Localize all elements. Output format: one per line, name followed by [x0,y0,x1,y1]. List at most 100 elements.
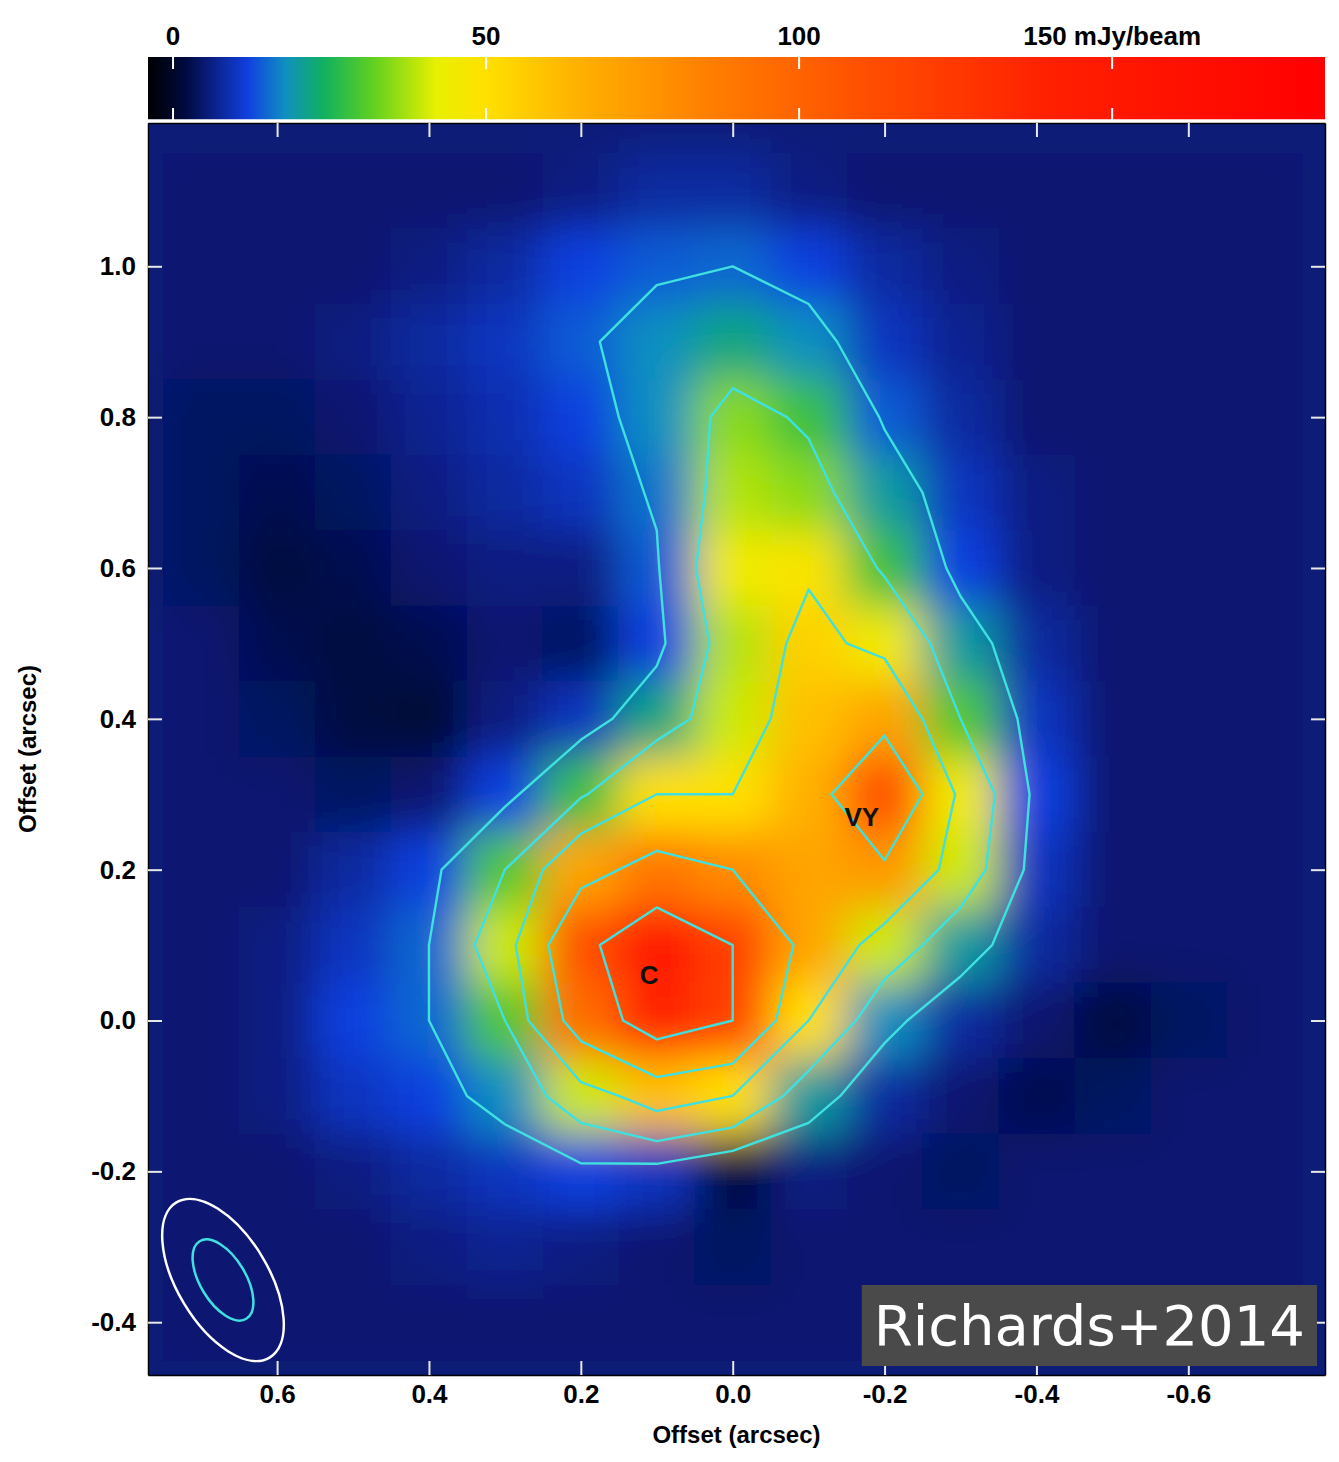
heat-cell [847,379,923,455]
tick [1311,1021,1325,1022]
credit-box [862,1285,1317,1366]
heat-cell [391,455,467,531]
heat-cell [998,229,1074,305]
heat-cell [239,455,315,531]
chart: 0.60.40.20.0-0.2-0.4-0.6-0.4-0.20.00.20.… [0,0,1339,1462]
colorbar-label: 0 [166,21,180,51]
heat-cell [923,907,999,983]
heat-cell [239,1058,315,1134]
colorbar [148,57,1325,120]
heat-cell [1150,757,1226,833]
heat-cell [315,606,391,682]
heat-cell [923,1134,999,1210]
credit-text: Richards+2014 [874,1293,1305,1358]
heat-cell [391,681,467,757]
heat-cell [391,1284,467,1360]
heat-cell [239,681,315,757]
heat-cell [315,379,391,455]
heat-cell [1150,229,1226,305]
colorbar-tick [1111,57,1113,69]
heat-cell [1226,1134,1302,1210]
colorbar-tick [485,57,487,69]
heat-cell [315,153,391,229]
tick-label: 0.4 [411,1379,448,1409]
heat-cell [543,153,619,229]
tick: -0.4 [1015,1361,1060,1409]
heat-cell [847,1134,923,1210]
heat-cell [315,1209,391,1285]
heat-cell [467,681,543,757]
tick: -0.4 [91,1307,162,1337]
heat-cell [163,1134,239,1210]
tick-mark [732,123,734,137]
heat-cell [543,1284,619,1360]
heat-cell [619,1284,695,1360]
tick-mark [884,123,886,137]
heat-cell [163,455,239,531]
heat-cell [315,455,391,531]
tick-label: -0.2 [91,1156,136,1186]
heat-cell [695,681,771,757]
heat-cell [619,1058,695,1134]
heat-cell [1226,1058,1302,1134]
heat-cell [771,606,847,682]
heat-cell [163,681,239,757]
contour [475,388,996,1141]
heat-cell [1074,1134,1150,1210]
heat-cell [467,1209,543,1285]
heat-cell [315,983,391,1059]
heat-cell [1226,907,1302,983]
tick-mark [1311,1020,1325,1022]
heat-cell [1226,606,1302,682]
tick [1311,1171,1325,1172]
heat-cell [239,1209,315,1285]
tick-mark [148,1322,162,1324]
heat-cell [619,229,695,305]
heat-cell [1226,832,1302,908]
tick-mark [428,1361,430,1375]
tick-mark [148,1020,162,1022]
heat-cell [1074,983,1150,1059]
contour [548,736,922,1077]
tick-mark [1311,869,1325,871]
heat-cell [1074,1058,1150,1134]
heat-cell [847,1058,923,1134]
plot-background [148,123,1325,1375]
axis [1311,124,1326,1376]
heat-cell [695,530,771,606]
tick: -0.6 [1166,1361,1211,1409]
tick-mark [148,266,162,268]
annotation: C [640,960,659,990]
heat-cell [543,1134,619,1210]
axis [149,123,1326,137]
contour [600,907,733,1039]
heat-cell [1226,757,1302,833]
heat-cell [543,757,619,833]
heat-cell [467,229,543,305]
heat-cell [239,229,315,305]
heat-cell [771,229,847,305]
heat-cell [163,907,239,983]
tick: 0.4 [411,1361,448,1409]
heat-cell [239,530,315,606]
tick: 0.2 [100,854,162,884]
heat-cell [467,1284,543,1360]
heat-cell [923,304,999,380]
heat-cell [771,1284,847,1360]
tick: -0.2 [91,1156,162,1186]
colorbar-label: 150 mJy/beam [1023,21,1201,51]
heat-cell [771,832,847,908]
tick-mark [580,123,582,137]
axis-line [1325,124,1327,1376]
heat-cell [391,304,467,380]
tick [1311,870,1325,871]
colorbar-label: 50 [472,21,501,51]
heat-cell [771,153,847,229]
heat-cell [695,379,771,455]
heat-cell [1226,983,1302,1059]
heat-cell [619,1134,695,1210]
heat-cell [1074,379,1150,455]
heat-cell [543,983,619,1059]
tick-mark [1036,123,1038,137]
heat-cell [771,304,847,380]
